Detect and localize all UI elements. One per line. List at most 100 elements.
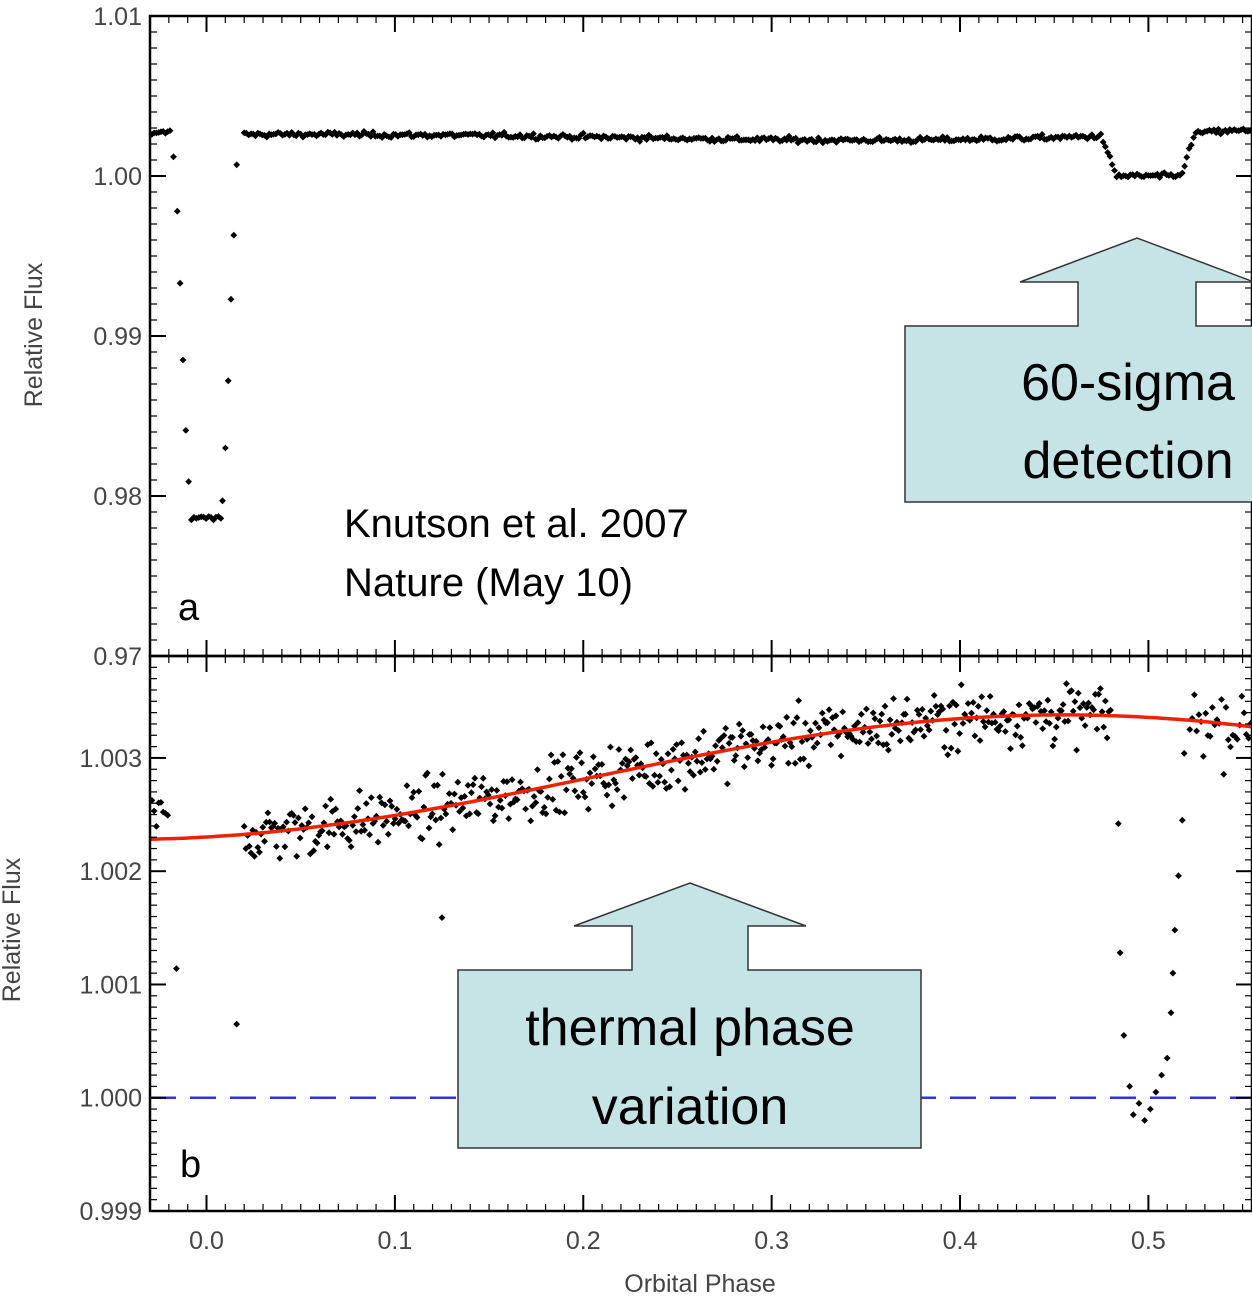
transit-point (230, 231, 238, 239)
y-tick-label: 1.01 (93, 3, 142, 31)
data-point (423, 133, 431, 141)
y-tick-label: 1.003 (79, 745, 142, 773)
data-point (974, 702, 982, 710)
data-point (276, 854, 284, 862)
panel-a-letter: a (178, 587, 200, 629)
data-point (825, 706, 833, 714)
data-point (157, 799, 165, 806)
data-point (498, 804, 506, 812)
data-point (812, 719, 819, 727)
data-point (695, 735, 702, 743)
data-point (698, 759, 706, 766)
data-point (474, 810, 482, 818)
data-point (983, 707, 991, 714)
data-point (283, 818, 290, 826)
data-point (561, 809, 568, 817)
data-point (1212, 129, 1220, 137)
data-point (590, 753, 597, 761)
data-point (969, 699, 977, 706)
data-point (1191, 691, 1198, 699)
data-point (296, 834, 304, 842)
data-point (313, 132, 320, 140)
data-point (305, 819, 312, 827)
data-point (425, 824, 433, 832)
data-point (464, 782, 472, 789)
panel-a: 0.97 0.98 0.99 1.00 1.01 Relative Flux a Knu… (20, 3, 1252, 671)
panel-b-letter: b (180, 1144, 201, 1186)
data-point (885, 746, 892, 754)
data-point (1097, 685, 1104, 692)
data-point (629, 775, 636, 782)
data-point (980, 718, 987, 725)
data-point (603, 791, 611, 799)
data-point (888, 730, 896, 738)
data-point (613, 786, 621, 793)
data-point (578, 759, 585, 767)
data-point (559, 751, 567, 759)
data-point (259, 823, 267, 831)
callout-60-sigma: 60-sigma detection (904, 237, 1252, 503)
data-point (744, 754, 752, 761)
data-point (310, 847, 318, 855)
data-point (824, 719, 831, 727)
data-point (818, 709, 826, 717)
data-point (1188, 715, 1196, 722)
data-point (383, 818, 390, 825)
data-point (686, 768, 694, 775)
data-point (701, 766, 709, 773)
data-point (330, 830, 338, 838)
data-point (356, 787, 363, 794)
data-point (327, 795, 335, 803)
data-point (293, 852, 301, 860)
data-point (627, 746, 635, 754)
data-point (345, 837, 353, 844)
data-point (1187, 141, 1195, 149)
data-point (1245, 734, 1252, 742)
data-point (853, 136, 861, 144)
data-point (912, 726, 919, 734)
data-point (608, 802, 616, 810)
data-point (517, 778, 524, 786)
data-point (725, 739, 733, 747)
data-point (508, 776, 516, 783)
data-point (1038, 131, 1046, 138)
data-point (1181, 162, 1188, 170)
data-point (291, 819, 299, 826)
data-point (1059, 701, 1067, 708)
data-point (685, 759, 692, 767)
transit-point (185, 478, 192, 485)
data-point (423, 769, 431, 777)
data-point (471, 774, 479, 782)
data-point (635, 771, 643, 779)
data-point (918, 706, 926, 713)
data-point (522, 805, 529, 813)
data-point (801, 136, 809, 143)
data-point (1202, 709, 1210, 717)
data-point (827, 741, 835, 749)
data-point (1000, 708, 1008, 715)
data-point (620, 794, 628, 801)
data-point (895, 727, 902, 734)
data-point (1080, 700, 1087, 708)
data-point (393, 805, 401, 813)
data-point (1013, 722, 1021, 730)
data-point (1052, 723, 1060, 731)
data-point (976, 737, 984, 744)
data-point (647, 739, 655, 747)
data-point (505, 815, 513, 822)
data-point (837, 752, 845, 760)
data-point (532, 799, 540, 806)
eclipse-point (1146, 1105, 1154, 1113)
data-point (586, 769, 594, 777)
data-point (959, 135, 967, 143)
callout-60-sigma-line-1: 60-sigma (1021, 354, 1235, 412)
eclipse-point (1141, 1117, 1148, 1124)
data-point (681, 786, 689, 793)
data-point (200, 513, 208, 521)
data-point (360, 128, 368, 135)
data-point (669, 745, 677, 753)
data-point (625, 758, 633, 766)
data-point (403, 782, 411, 789)
data-point (1064, 717, 1072, 725)
data-point (1099, 138, 1107, 146)
